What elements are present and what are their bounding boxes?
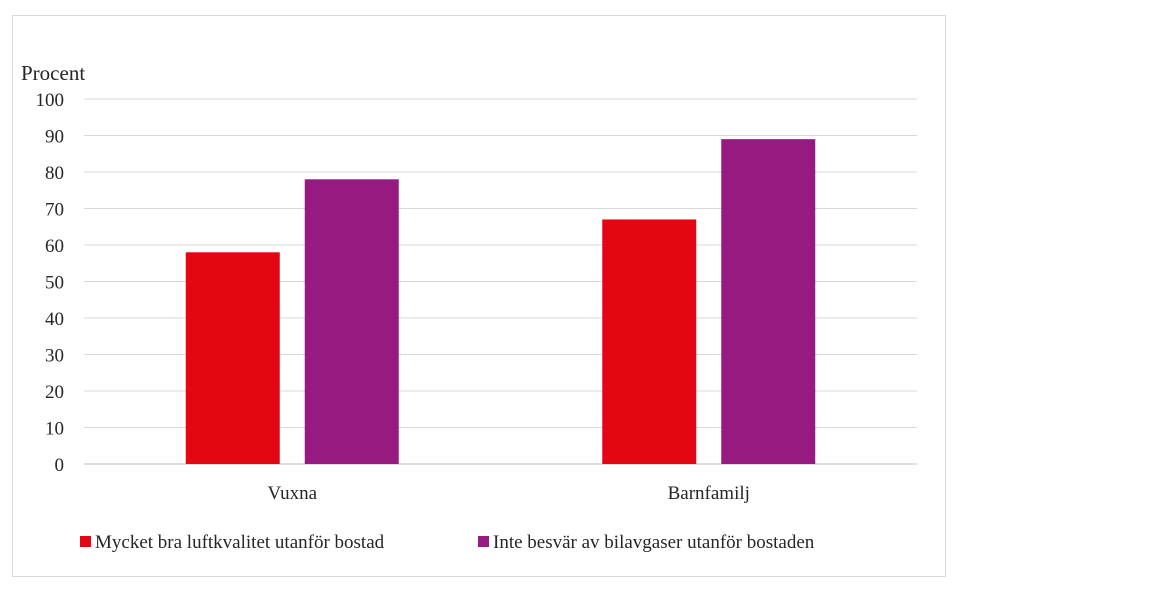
y-tick-label: 20 xyxy=(45,382,64,403)
bar xyxy=(185,252,280,464)
y-tick-label: 100 xyxy=(36,90,65,111)
y-tick-label: 40 xyxy=(45,309,64,330)
bar xyxy=(304,179,399,465)
y-tick-label: 80 xyxy=(45,163,64,184)
bar xyxy=(721,139,816,464)
legend: Mycket bra luftkvalitet utanför bostad In… xyxy=(80,532,815,553)
bar xyxy=(602,219,697,464)
x-tick-label: Vuxna xyxy=(267,483,317,504)
legend-swatch xyxy=(478,536,489,547)
y-tick-label: 60 xyxy=(45,236,64,257)
y-tick-labels: 0 10 20 30 40 50 60 70 80 90 100 xyxy=(36,90,65,476)
y-tick-label: 10 xyxy=(45,419,64,440)
x-tick-label: Barnfamilj xyxy=(668,483,750,504)
legend-label: Mycket bra luftkvalitet utanför bostad xyxy=(95,532,385,553)
y-tick-label: 30 xyxy=(45,346,64,367)
y-tick-label: 70 xyxy=(45,200,64,221)
bars xyxy=(185,139,816,465)
x-tick-labels: Vuxna Barnfamilj xyxy=(267,483,749,504)
y-tick-label: 90 xyxy=(45,127,64,148)
y-tick-label: 0 xyxy=(55,455,65,476)
legend-swatch xyxy=(80,536,91,547)
y-axis-label: Procent xyxy=(21,61,85,85)
y-tick-label: 50 xyxy=(45,273,64,294)
legend-label: Inte besvär av bilavgaser utanför bostad… xyxy=(493,532,815,553)
